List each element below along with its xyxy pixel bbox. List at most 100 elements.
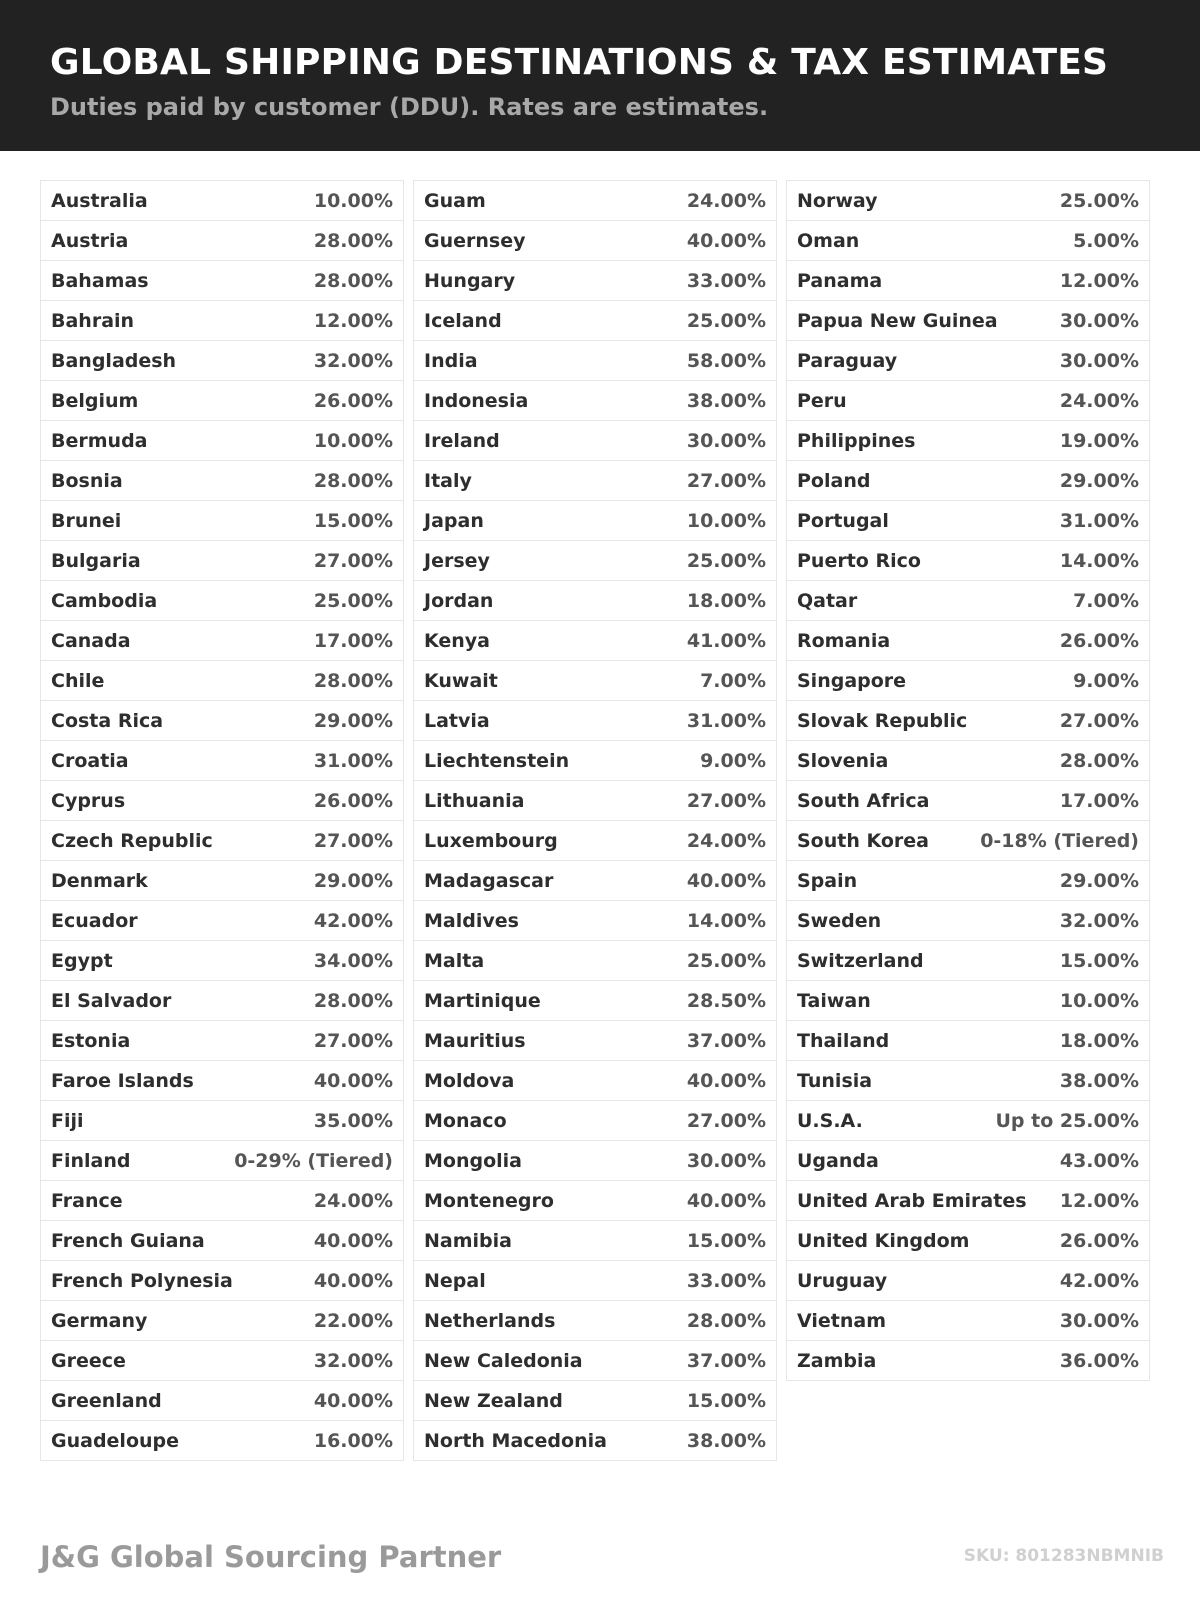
table-row: Bahamas 28.00% [41,261,403,301]
country-name: Sweden [797,909,882,932]
table-row: Martinique 28.50% [414,981,776,1021]
country-name: Luxembourg [424,829,558,852]
country-name: Uganda [797,1149,879,1172]
tax-rate: 58.00% [686,349,766,372]
table-row: Paraguay 30.00% [787,341,1149,381]
country-name: Moldova [424,1069,515,1092]
country-name: Greenland [51,1389,162,1412]
tax-rate: 30.00% [686,429,766,452]
table-row: Namibia 15.00% [414,1221,776,1261]
country-name: Papua New Guinea [797,309,998,332]
tax-rate: 12.00% [1059,269,1139,292]
country-name: Mauritius [424,1029,526,1052]
tax-rate: 43.00% [1059,1149,1139,1172]
country-name: South Africa [797,789,930,812]
country-name: Uruguay [797,1269,888,1292]
table-row: Germany 22.00% [41,1301,403,1341]
table-row: New Zealand 15.00% [414,1381,776,1421]
table-row: United Arab Emirates 12.00% [787,1181,1149,1221]
tax-rate: 15.00% [686,1389,766,1412]
table-row: El Salvador 28.00% [41,981,403,1021]
table-row: Norway 25.00% [787,181,1149,221]
table-row: Greenland 40.00% [41,1381,403,1421]
country-name: United Arab Emirates [797,1189,1027,1212]
country-name: Croatia [51,749,129,772]
tax-rate: 10.00% [313,189,393,212]
tax-rate: 40.00% [313,1389,393,1412]
tax-rate: 28.00% [1059,749,1139,772]
country-name: Guernsey [424,229,526,252]
tax-rate: 30.00% [1059,349,1139,372]
table-row: Fiji 35.00% [41,1101,403,1141]
table-row: Zambia 36.00% [787,1341,1149,1381]
country-name: Namibia [424,1229,512,1252]
tax-rate: 34.00% [313,949,393,972]
table-row: France 24.00% [41,1181,403,1221]
country-name: Paraguay [797,349,898,372]
tax-rate: 12.00% [313,309,393,332]
country-name: United Kingdom [797,1229,970,1252]
table-row: Romania 26.00% [787,621,1149,661]
country-name: Netherlands [424,1309,556,1332]
tax-rate: 42.00% [1059,1269,1139,1292]
table-row: Puerto Rico 14.00% [787,541,1149,581]
country-name: Poland [797,469,871,492]
table-row: Austria 28.00% [41,221,403,261]
table-row: Switzerland 15.00% [787,941,1149,981]
table-row: Thailand 18.00% [787,1021,1149,1061]
country-name: Lithuania [424,789,525,812]
table-row: Singapore 9.00% [787,661,1149,701]
table-row: Guernsey 40.00% [414,221,776,261]
tax-rate: 29.00% [313,709,393,732]
tax-rate: 0-29% (Tiered) [234,1149,393,1172]
table-row: Faroe Islands 40.00% [41,1061,403,1101]
table-row: Netherlands 28.00% [414,1301,776,1341]
table-row: Costa Rica 29.00% [41,701,403,741]
table-row: Madagascar 40.00% [414,861,776,901]
table-row: Finland 0-29% (Tiered) [41,1141,403,1181]
table-row: Moldova 40.00% [414,1061,776,1101]
tax-rate: 27.00% [686,1109,766,1132]
table-row: Ireland 30.00% [414,421,776,461]
tax-rate: 14.00% [1059,549,1139,572]
country-name: Jordan [424,589,494,612]
country-name: Panama [797,269,883,292]
country-name: Iceland [424,309,502,332]
tax-rate: 40.00% [686,1069,766,1092]
country-name: Bosnia [51,469,123,492]
table-row: Poland 29.00% [787,461,1149,501]
brand-name: J&G Global Sourcing Partner [40,1540,502,1574]
tax-rate: 37.00% [686,1349,766,1372]
country-name: Malta [424,949,485,972]
country-name: Romania [797,629,891,652]
table-row: Greece 32.00% [41,1341,403,1381]
table-row: Philippines 19.00% [787,421,1149,461]
country-name: Switzerland [797,949,924,972]
country-name: Bahamas [51,269,149,292]
tax-rate: 9.00% [700,749,766,772]
table-row: Estonia 27.00% [41,1021,403,1061]
country-name: Japan [424,509,484,532]
table-row: Slovenia 28.00% [787,741,1149,781]
table-row: Luxembourg 24.00% [414,821,776,861]
country-name: Slovak Republic [797,709,968,732]
tax-rate: 28.00% [686,1309,766,1332]
country-name: Maldives [424,909,519,932]
table-row: Sweden 32.00% [787,901,1149,941]
table-row: Lithuania 27.00% [414,781,776,821]
country-name: Bermuda [51,429,148,452]
table-row: Iceland 25.00% [414,301,776,341]
tax-rate: 27.00% [686,469,766,492]
tax-rate: 33.00% [686,1269,766,1292]
tax-rate: 10.00% [686,509,766,532]
country-name: Australia [51,189,148,212]
country-name: Hungary [424,269,516,292]
tax-rate: 31.00% [1059,509,1139,532]
tax-rate: 10.00% [1059,989,1139,1012]
country-name: Nepal [424,1269,486,1292]
country-name: Bahrain [51,309,135,332]
country-name: Madagascar [424,869,554,892]
table-row: Mauritius 37.00% [414,1021,776,1061]
table-row: Taiwan 10.00% [787,981,1149,1021]
country-name: Fiji [51,1109,84,1132]
